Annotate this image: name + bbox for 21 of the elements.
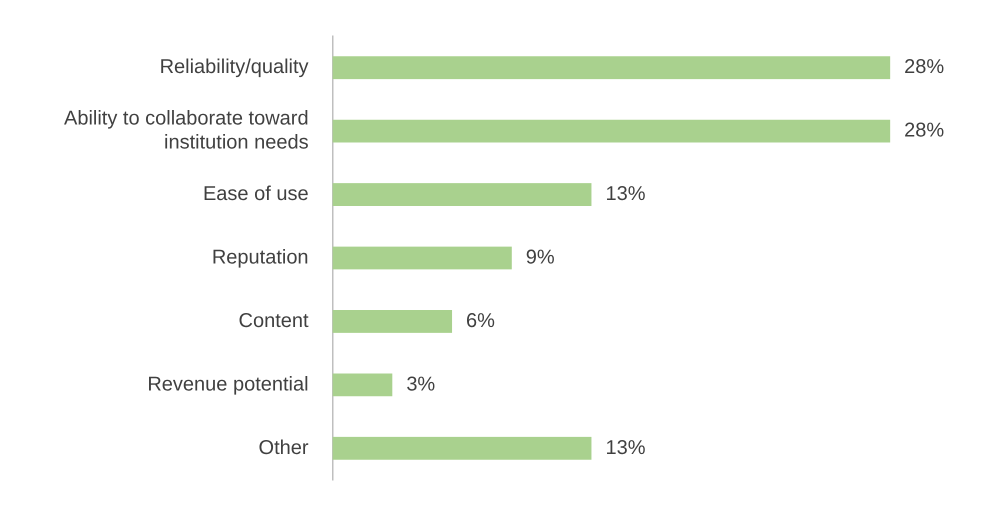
y-tick-label: Other bbox=[258, 436, 309, 459]
data-label: 13% bbox=[605, 183, 646, 206]
bar bbox=[332, 246, 512, 270]
y-tick-label: Ease of use bbox=[202, 183, 309, 206]
bar bbox=[332, 436, 592, 460]
y-tick-label: Reliability/quality bbox=[160, 56, 309, 78]
data-label: 28% bbox=[904, 120, 944, 142]
y-tick-label: Ability to collaborate toward institution needs bbox=[64, 108, 309, 154]
data-label: 13% bbox=[605, 436, 646, 459]
bar bbox=[332, 310, 452, 333]
bar bbox=[332, 120, 890, 143]
y-tick-label: Revenue potential bbox=[147, 373, 309, 396]
data-label: 9% bbox=[526, 246, 555, 269]
bar bbox=[332, 373, 392, 396]
data-label: 28% bbox=[904, 56, 944, 78]
bar bbox=[332, 56, 890, 80]
y-tick-label: Content bbox=[238, 310, 309, 332]
bar bbox=[332, 183, 592, 206]
data-label: 6% bbox=[466, 310, 496, 332]
y-tick-label: Reputation bbox=[212, 246, 309, 269]
data-label: 3% bbox=[406, 373, 436, 396]
